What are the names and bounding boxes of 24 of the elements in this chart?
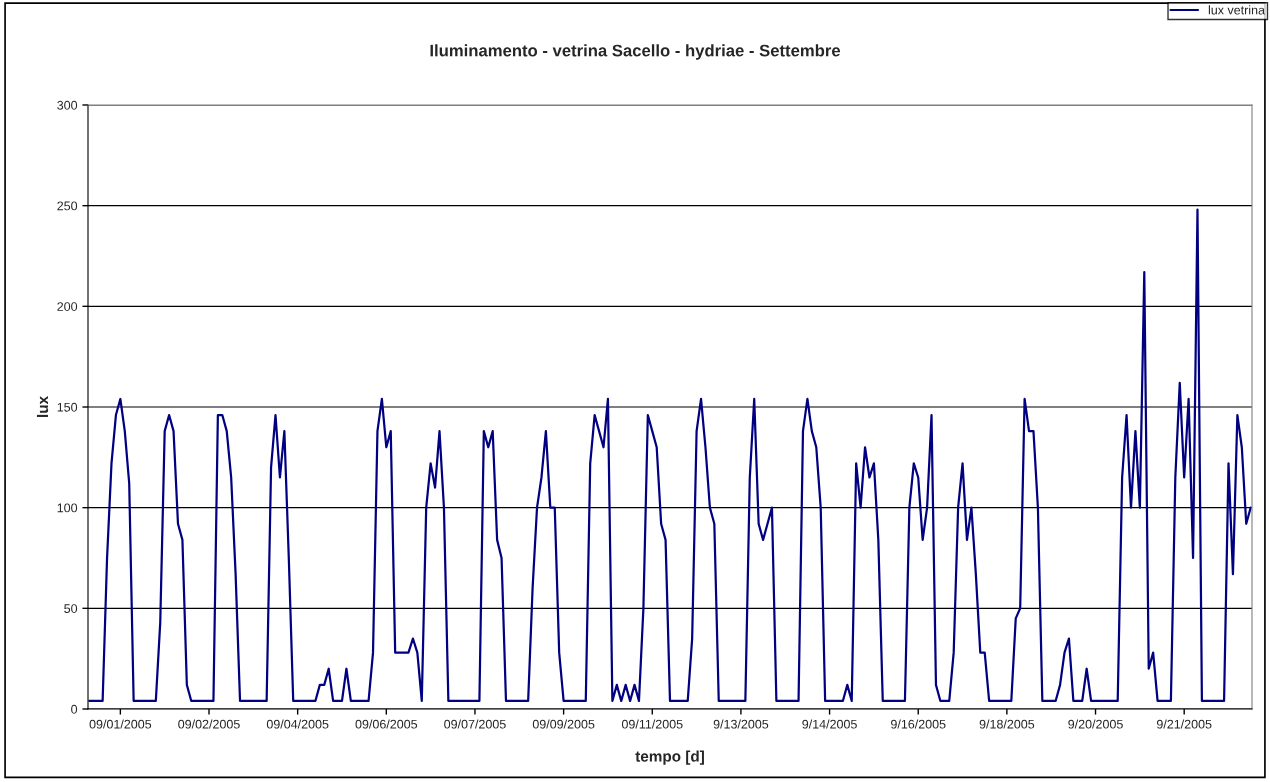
legend-label: lux vetrina [1208,5,1265,15]
x-tick-label: 9/21/2005 [1156,719,1212,729]
x-tick-label: 09/07/2005 [444,719,506,729]
x-tick-label: 09/11/2005 [621,719,683,729]
x-tick-label: 09/06/2005 [355,719,418,729]
y-tick-label: 150 [57,402,78,412]
x-tick-label: 09/01/2005 [89,719,152,729]
y-tick-label: 250 [57,201,78,211]
x-tick-label: 09/02/2005 [178,719,240,729]
x-tick-label: 09/09/2005 [532,719,595,729]
y-tick-label: 0 [71,704,78,714]
x-tick-label: 9/20/2005 [1068,719,1123,729]
chart-title: Iluminamento - vetrina Sacello - hydriae - Settembre [430,44,841,60]
x-tick-label: 09/04/2005 [266,719,329,729]
y-tick-label: 100 [57,503,78,513]
y-tick-label: 200 [57,302,78,311]
x-tick-label: 9/16/2005 [891,719,946,729]
x-tick-label: 9/13/2005 [713,719,769,729]
x-axis-title: tempo [d] [635,750,704,765]
y-axis-title: lux [36,396,49,417]
x-tick-label: 9/18/2005 [979,719,1035,729]
x-tick-label: 9/14/2005 [802,719,857,729]
y-tick-label: 50 [64,604,78,613]
y-tick-label: 300 [57,100,78,110]
